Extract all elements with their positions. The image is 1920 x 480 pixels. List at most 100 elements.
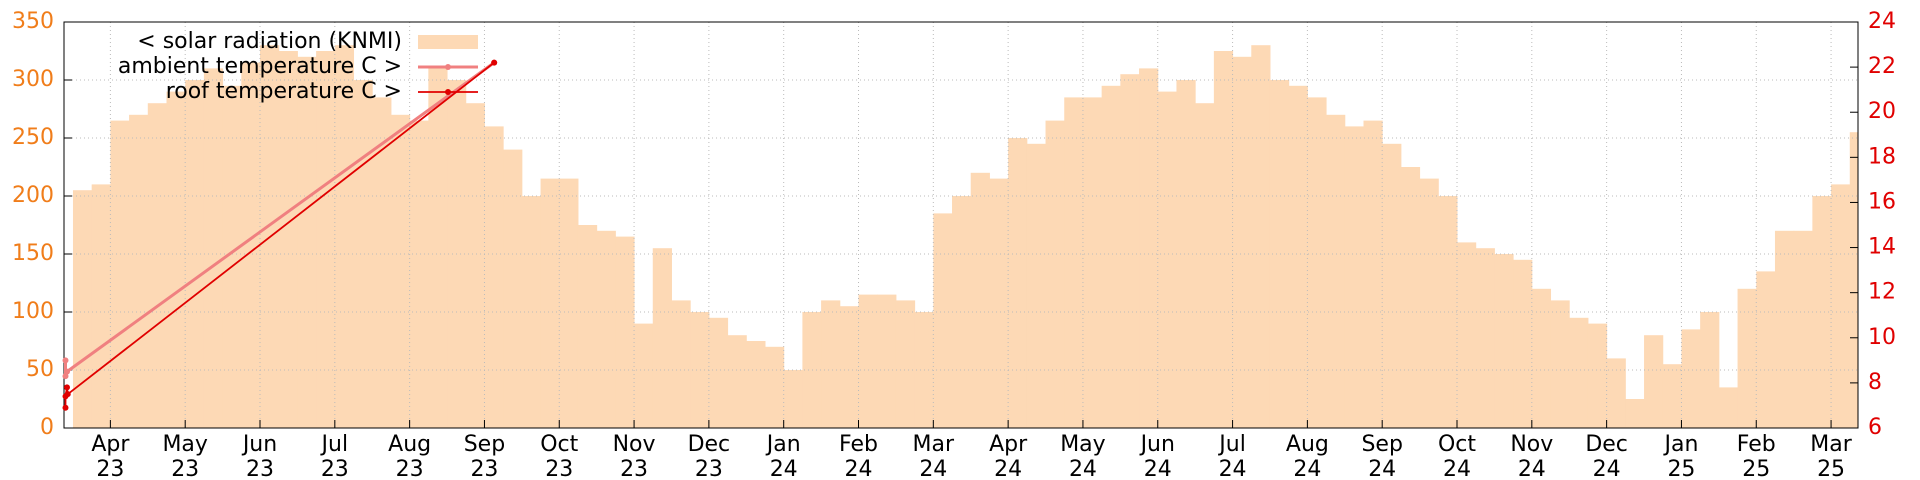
- bar: [1550, 300, 1570, 428]
- y2-tick-label: 6: [1868, 415, 1882, 440]
- bar: [1569, 317, 1589, 428]
- bar: [1307, 97, 1327, 429]
- y2-tick-label: 12: [1868, 280, 1896, 305]
- x-tick-label: Nov 23: [612, 432, 656, 480]
- x-tick-label: Jul 24: [1218, 432, 1247, 480]
- y-tick-label: 200: [12, 183, 54, 208]
- x-tick-label: Nov 24: [1510, 432, 1554, 480]
- x-tick-label: Oct 23: [540, 432, 579, 480]
- bar: [708, 317, 729, 428]
- x-tick-label: May 23: [162, 432, 208, 480]
- legend-label: ambient temperature C >: [118, 54, 402, 79]
- bar: [727, 335, 747, 428]
- bar: [110, 120, 130, 428]
- bar: [1513, 259, 1533, 428]
- y2-tick-label: 24: [1868, 9, 1896, 34]
- y-tick-label: 350: [12, 9, 54, 34]
- bar: [372, 97, 392, 429]
- x-tick-label: Apr 23: [91, 432, 130, 480]
- y-tick-label: 250: [12, 125, 54, 150]
- bar: [933, 213, 953, 428]
- bar: [390, 114, 411, 429]
- bar: [1008, 138, 1028, 428]
- bar: [1026, 143, 1047, 429]
- bar: [895, 300, 916, 428]
- bar: [1531, 288, 1552, 428]
- bar: [297, 56, 317, 429]
- legend-label: < solar radiation (KNMI): [137, 29, 402, 54]
- bar: [577, 225, 598, 428]
- bar: [1157, 91, 1177, 428]
- x-tick-label: Apr 24: [989, 432, 1028, 480]
- bar: [783, 370, 803, 428]
- y2-tick-label: 16: [1868, 189, 1896, 214]
- bar: [690, 312, 710, 428]
- legend-point: [445, 64, 451, 70]
- x-tick-label: Mar 24: [912, 432, 955, 480]
- y-tick-label: 0: [40, 415, 54, 440]
- x-tick-label: Jan 25: [1664, 432, 1699, 480]
- bar: [1438, 196, 1458, 428]
- bar: [147, 103, 167, 428]
- y2-tick-label: 22: [1868, 54, 1896, 79]
- bar: [222, 85, 242, 429]
- bar: [877, 294, 897, 428]
- bar: [1382, 143, 1402, 429]
- bar: [503, 149, 523, 428]
- bar: [129, 114, 149, 429]
- y2-tick-label: 8: [1868, 370, 1882, 395]
- bar: [1045, 120, 1065, 428]
- bar: [484, 126, 504, 429]
- bar: [316, 51, 336, 428]
- bar: [1793, 230, 1813, 428]
- bar: [428, 68, 448, 429]
- bar: [203, 68, 224, 429]
- bar: [1139, 68, 1159, 429]
- bar: [1494, 254, 1514, 428]
- x-tick-label: Jun 23: [242, 432, 278, 480]
- y2-tick-label: 18: [1868, 144, 1896, 169]
- y-tick-label: 50: [26, 357, 54, 382]
- x-tick-label: Jul 23: [320, 432, 349, 480]
- bar: [241, 62, 261, 428]
- y-tick-label: 300: [12, 67, 54, 92]
- bar: [1176, 80, 1196, 428]
- bar: [1681, 329, 1701, 428]
- bar: [1213, 51, 1234, 428]
- point: [62, 357, 69, 364]
- bar: [970, 172, 990, 428]
- y-tick-label: 100: [12, 299, 54, 324]
- y2-tick-label: 14: [1868, 235, 1896, 260]
- x-tick-label: Sep 24: [1361, 432, 1403, 480]
- x-tick-label: Dec 23: [687, 432, 731, 480]
- x-tick-label: Feb 24: [839, 432, 878, 480]
- bar: [559, 178, 579, 428]
- bar: [1101, 85, 1121, 429]
- bar: [1587, 323, 1608, 428]
- bar: [1849, 132, 1859, 428]
- bar: [1737, 288, 1757, 428]
- x-tick-label: Sep 23: [463, 432, 506, 480]
- bar: [764, 346, 785, 428]
- point: [491, 59, 498, 66]
- x-tick-label: Aug 24: [1285, 432, 1329, 480]
- point: [62, 373, 69, 380]
- x-tick-label: Jun 24: [1140, 432, 1175, 480]
- bar: [1457, 242, 1477, 428]
- bar: [1326, 114, 1346, 429]
- bar: [1082, 97, 1103, 429]
- bar: [858, 294, 878, 428]
- y2-tick-label: 10: [1868, 325, 1896, 350]
- bar: [1718, 387, 1739, 428]
- y-tick-label: 150: [12, 241, 54, 266]
- bar: [1232, 56, 1252, 429]
- bar: [839, 306, 860, 428]
- point: [62, 404, 69, 411]
- bar: [1756, 271, 1776, 428]
- bar: [1662, 364, 1682, 428]
- bar: [353, 80, 373, 428]
- legend-label: roof temperature C >: [166, 79, 402, 104]
- bar: [278, 51, 298, 428]
- bar: [615, 236, 635, 428]
